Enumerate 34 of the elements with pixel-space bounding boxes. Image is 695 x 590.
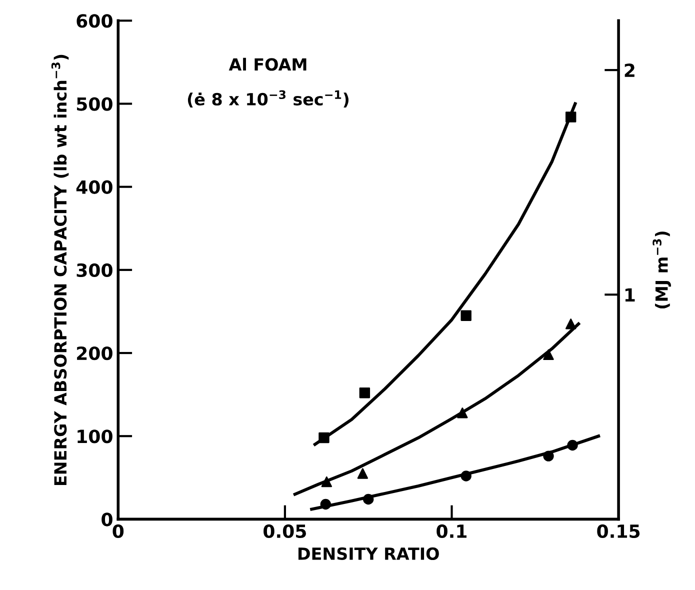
point	[359, 388, 370, 398]
y-tick-label: 200	[77, 346, 112, 360]
point	[565, 112, 576, 122]
point	[460, 470, 472, 482]
line-series	[293, 322, 580, 496]
point	[567, 440, 578, 451]
y-tick-label: 500	[76, 97, 112, 111]
y-axis-title: ENERGY ABSORPTION CAPACITY (lb wt inch$^{−3}$)	[51, 54, 69, 485]
point	[318, 432, 330, 444]
annotation: Al FOAM	[228, 58, 306, 71]
point	[321, 476, 332, 488]
point	[320, 498, 331, 510]
point	[565, 318, 576, 330]
y2-axis-title: (MJ m$^{−3}$)	[652, 232, 672, 308]
x-tick-label: 0	[112, 524, 124, 538]
point	[457, 407, 468, 418]
point	[357, 468, 368, 479]
x-axis-title: DENSITY RATIO	[298, 547, 439, 560]
point	[460, 310, 472, 321]
y-tick-label: 400	[76, 180, 112, 194]
y-tick-label: 600	[76, 14, 112, 28]
point	[543, 349, 554, 360]
y2-tick-label: 2	[624, 64, 634, 77]
y-tick-label: 100	[78, 430, 112, 444]
x-tick-label: 0.1	[436, 524, 466, 538]
y-tick-label: 0	[102, 512, 112, 526]
x-tick-label: 0.15	[597, 524, 640, 538]
x-tick-label: 0.05	[264, 524, 306, 538]
annotation: (ė 8 x 10$^{−3}$ sec$^{−1}$)	[188, 90, 348, 108]
y2-tick-label: 1	[625, 288, 635, 302]
point	[362, 494, 374, 505]
point	[543, 450, 554, 462]
line-series	[310, 434, 600, 511]
y-tick-label: 300	[76, 263, 112, 278]
